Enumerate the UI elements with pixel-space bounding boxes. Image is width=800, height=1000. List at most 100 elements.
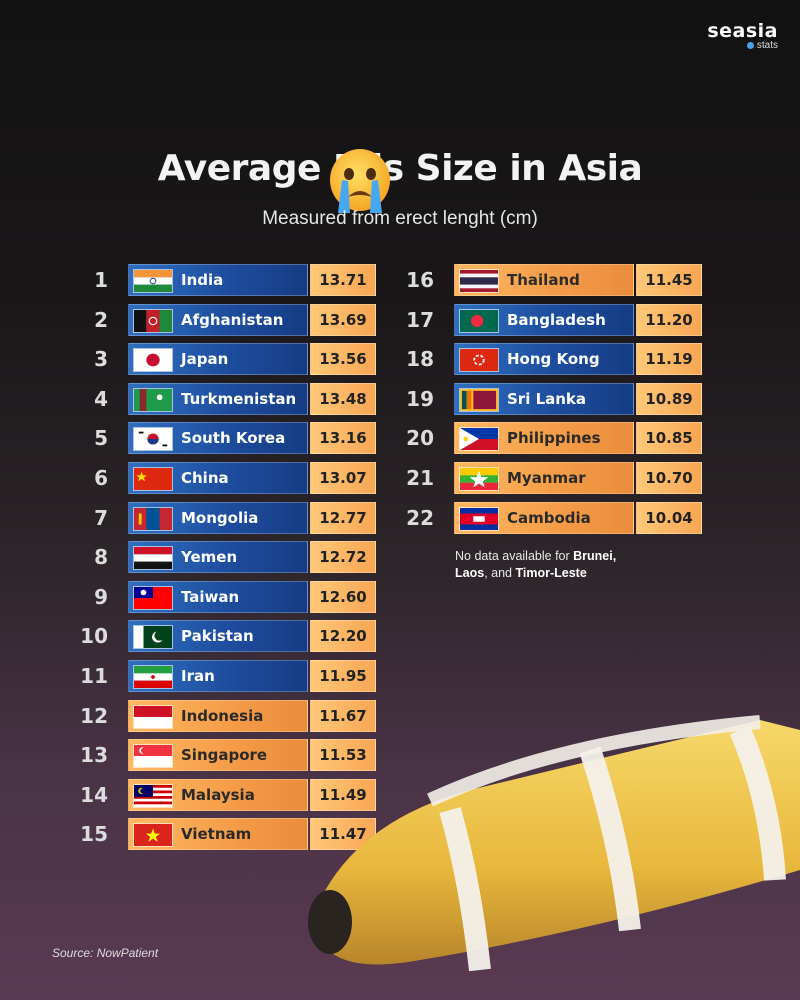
rank-label: 5 [94, 426, 108, 451]
table-row: 2 Afghanistan 13.69 [0, 303, 800, 336]
country-bar: Yemen [128, 541, 308, 574]
table-row: 16 Thailand 11.45 [0, 264, 800, 296]
rank-label: 17 [406, 307, 434, 332]
country-name: Mongolia [181, 508, 259, 527]
table-row: 10 Pakistan 12.20 [0, 620, 800, 653]
rank-label: 2 [94, 307, 108, 332]
rank-label: 6 [94, 466, 108, 490]
note-country-2: Laos [455, 566, 485, 580]
country-name: Philippines [507, 429, 601, 448]
flag-icon [133, 665, 173, 689]
country-name: Hong Kong [507, 350, 600, 369]
value-label: 11.45 [636, 264, 702, 296]
country-name: Afghanistan [181, 310, 284, 329]
country-name: Malaysia [181, 785, 255, 804]
country-name: Yemen [181, 548, 238, 567]
flag-icon [459, 308, 499, 333]
note-country-1: Brunei, [573, 549, 617, 563]
country-name: Turkmenistan [181, 389, 297, 408]
rank-label: 15 [80, 822, 108, 847]
value-label: 11.53 [310, 739, 376, 772]
country-name: Taiwan [181, 587, 240, 606]
flag-icon [133, 269, 173, 293]
chart-title: Average P is Size in Asia [157, 148, 643, 189]
table-row: 22 Cambodia 10.04 [0, 501, 800, 534]
flag-icon [133, 546, 173, 571]
note-prefix: No data available for [455, 549, 574, 563]
value-label: 11.47 [310, 818, 376, 851]
table-row: 8 Yemen 12.72 [0, 541, 800, 574]
value-label: 12.77 [310, 501, 376, 534]
flag-icon [459, 348, 499, 373]
value-label: 10.85 [636, 422, 702, 455]
value-label: 10.70 [636, 462, 702, 494]
flag-icon [133, 348, 173, 373]
rank-label: 7 [94, 505, 108, 530]
source-label: Source: NowPatient [52, 946, 159, 960]
table-row: 14 Malaysia 11.49 [0, 778, 800, 811]
flag-icon [133, 744, 173, 769]
country-bar: India [128, 264, 308, 296]
rank-label: 16 [406, 268, 434, 292]
table-row: 4 Turkmenistan 13.48 [0, 382, 800, 415]
country-bar: Japan [128, 343, 308, 376]
country-bar: Taiwan [128, 580, 308, 613]
logo-dot-icon [746, 41, 754, 49]
flag-icon [133, 585, 173, 610]
flag-icon [459, 467, 499, 491]
country-bar: Sri Lanka [454, 382, 634, 415]
rank-label: 14 [80, 782, 108, 807]
country-name: Pakistan [181, 627, 254, 646]
country-bar: Philippines [454, 422, 634, 455]
country-bar: Turkmenistan [128, 382, 308, 415]
table-row: 19 Sri Lanka 10.89 [0, 382, 800, 415]
flag-icon [133, 467, 173, 491]
logo-sub: stats [707, 40, 778, 51]
table-row: 20 Philippines 10.85 [0, 422, 800, 455]
flag-icon [459, 269, 499, 293]
value-label: 10.89 [636, 382, 702, 415]
value-label: 12.72 [310, 541, 376, 574]
country-bar: Cambodia [454, 501, 634, 534]
crying-face-emoji-icon [330, 149, 390, 213]
rank-label: 20 [406, 426, 434, 451]
country-bar: Hong Kong [454, 343, 634, 376]
country-name: Sri Lanka [507, 389, 587, 408]
table-row: 12 Indonesia 11.67 [0, 699, 800, 732]
rank-label: 22 [406, 505, 434, 530]
country-bar: Malaysia [128, 778, 308, 811]
flag-icon [133, 783, 173, 808]
flag-icon [459, 427, 499, 452]
country-name: Myanmar [507, 469, 586, 487]
note-country-3: Timor-Leste [515, 566, 587, 580]
table-row: 3 Japan 13.56 [0, 343, 800, 376]
value-label: 10.04 [636, 501, 702, 534]
chart-subtitle: Measured from erect lenght (cm) [262, 208, 538, 229]
table-row: 18 Hong Kong 11.19 [0, 343, 800, 376]
country-bar: Vietnam [128, 818, 308, 851]
table-row: 17 Bangladesh 11.20 [0, 303, 800, 336]
country-bar: Iran [128, 660, 308, 692]
country-bar: Afghanistan [128, 303, 308, 336]
table-row: 11 Iran 11.95 [0, 660, 800, 692]
banana-with-tape-image [308, 715, 800, 972]
country-name: Iran [181, 667, 215, 685]
flag-icon [133, 387, 173, 412]
table-row: 9 Taiwan 12.60 [0, 580, 800, 613]
rank-label: 3 [94, 347, 108, 372]
country-name: Japan [181, 350, 229, 369]
rank-label: 8 [94, 545, 108, 570]
country-bar: Bangladesh [454, 303, 634, 336]
country-bar: China [128, 462, 308, 494]
seasia-logo: seasia stats [707, 20, 778, 51]
value-label: 11.20 [636, 303, 702, 336]
country-name: India [181, 271, 224, 289]
country-bar: Singapore [128, 739, 308, 772]
value-label: 11.67 [310, 699, 376, 732]
rank-label: 18 [406, 347, 434, 372]
table-row: 7 Mongolia 12.77 [0, 501, 800, 534]
flag-icon [133, 506, 173, 531]
flag-icon [133, 823, 173, 848]
value-label: 11.19 [636, 343, 702, 376]
rank-label: 11 [80, 664, 108, 688]
